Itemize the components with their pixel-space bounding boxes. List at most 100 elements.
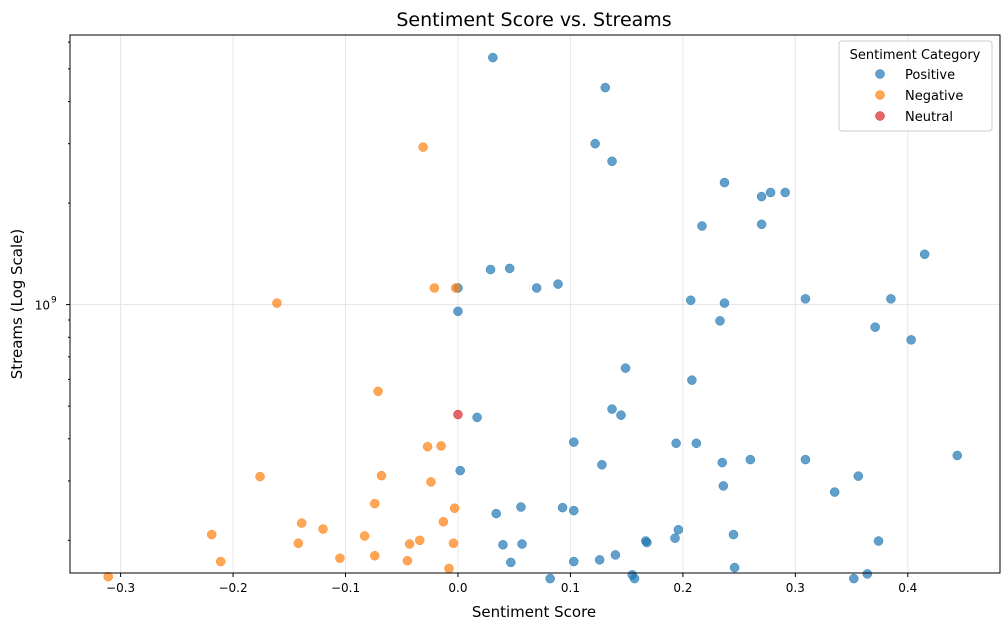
point-positive xyxy=(453,306,463,317)
point-negative xyxy=(255,471,265,482)
point-positive xyxy=(952,450,963,461)
point-positive xyxy=(504,263,515,274)
point-positive xyxy=(728,529,739,540)
point-negative xyxy=(426,477,436,487)
point-positive xyxy=(717,457,727,468)
point-positive xyxy=(472,412,482,423)
point-positive xyxy=(597,460,607,470)
point-negative xyxy=(429,283,440,293)
point-positive xyxy=(498,540,508,550)
point-positive xyxy=(569,437,579,447)
point-negative xyxy=(293,538,304,549)
point-positive xyxy=(516,502,526,512)
legend-marker-neutral xyxy=(875,111,885,121)
point-positive xyxy=(870,322,880,332)
point-negative xyxy=(444,563,454,574)
point-positive xyxy=(765,187,776,198)
point-positive xyxy=(610,550,621,560)
y-axis-ticks: 10 9 xyxy=(35,41,70,541)
point-positive xyxy=(620,363,631,373)
point-negative xyxy=(418,142,428,152)
point-positive xyxy=(687,375,697,385)
x-tick-label: −0.2 xyxy=(218,581,247,595)
point-positive xyxy=(780,187,790,198)
point-positive xyxy=(718,481,729,491)
point-negative xyxy=(215,556,226,567)
point-positive xyxy=(629,573,640,584)
point-positive xyxy=(849,573,859,584)
point-positive xyxy=(697,221,707,231)
point-negative xyxy=(318,524,328,534)
point-positive xyxy=(671,438,681,449)
point-positive xyxy=(616,410,626,420)
chart-title: Sentiment Score vs. Streams xyxy=(396,9,671,31)
y-tick-exponent: 9 xyxy=(51,296,57,306)
point-positive xyxy=(607,156,617,167)
point-negative xyxy=(335,553,345,563)
x-axis-ticks: −0.3 −0.2 −0.1 0.0 0.1 0.2 0.3 0.4 xyxy=(106,573,917,595)
point-negative xyxy=(422,441,433,452)
legend-marker-negative xyxy=(875,90,885,100)
point-positive xyxy=(531,283,542,293)
point-positive xyxy=(673,524,684,535)
point-positive xyxy=(590,138,600,149)
point-negative xyxy=(438,517,449,527)
x-tick-label: 0.2 xyxy=(673,581,692,595)
x-tick-label: −0.1 xyxy=(331,581,360,595)
point-negative xyxy=(373,386,383,397)
x-tick-label: 0.3 xyxy=(786,581,805,595)
point-positive xyxy=(600,82,611,93)
point-negative xyxy=(272,298,282,308)
point-negative xyxy=(376,470,387,481)
point-positive xyxy=(886,294,896,304)
point-positive xyxy=(756,191,767,202)
point-negative xyxy=(448,538,459,549)
point-positive xyxy=(545,573,555,584)
point-negative xyxy=(402,555,413,566)
point-positive xyxy=(569,556,579,567)
x-tick-label: 0.4 xyxy=(898,581,917,595)
point-positive xyxy=(873,536,884,546)
x-tick-label: 0.0 xyxy=(448,581,467,595)
point-positive xyxy=(594,555,605,565)
point-positive xyxy=(553,279,563,289)
plot-frame xyxy=(69,34,1001,574)
point-positive xyxy=(906,335,916,345)
point-positive xyxy=(506,557,516,568)
point-neutral xyxy=(453,409,463,420)
x-axis-label: Sentiment Score xyxy=(472,603,596,621)
point-positive xyxy=(607,404,617,414)
legend-label-negative: Negative xyxy=(905,89,963,104)
legend-marker-positive xyxy=(875,69,885,79)
point-positive xyxy=(455,465,465,476)
y-axis-label: Streams (Log Scale) xyxy=(8,229,26,379)
point-negative xyxy=(450,283,461,293)
point-positive xyxy=(670,533,680,543)
point-negative xyxy=(404,539,415,549)
point-negative xyxy=(296,518,307,528)
point-positive xyxy=(862,569,873,579)
point-positive xyxy=(919,249,930,260)
point-positive xyxy=(491,508,501,519)
point-negative xyxy=(103,571,113,582)
point-positive xyxy=(488,52,498,63)
point-positive xyxy=(829,487,840,497)
point-positive xyxy=(642,537,652,548)
legend-box xyxy=(838,40,993,132)
point-positive xyxy=(691,438,702,449)
point-negative xyxy=(436,441,446,451)
point-positive xyxy=(685,295,696,306)
point-positive xyxy=(800,294,811,304)
point-positive xyxy=(800,454,811,465)
point-positive xyxy=(517,539,527,549)
y-tick-label: 10 xyxy=(35,299,50,313)
grid-lines xyxy=(70,35,1000,573)
legend-label-neutral: Neutral xyxy=(905,110,953,125)
data-points xyxy=(103,52,963,584)
point-positive xyxy=(715,316,725,326)
point-negative xyxy=(206,529,217,540)
point-positive xyxy=(569,505,579,516)
point-positive xyxy=(719,298,730,308)
x-tick-label: −0.3 xyxy=(106,581,135,595)
